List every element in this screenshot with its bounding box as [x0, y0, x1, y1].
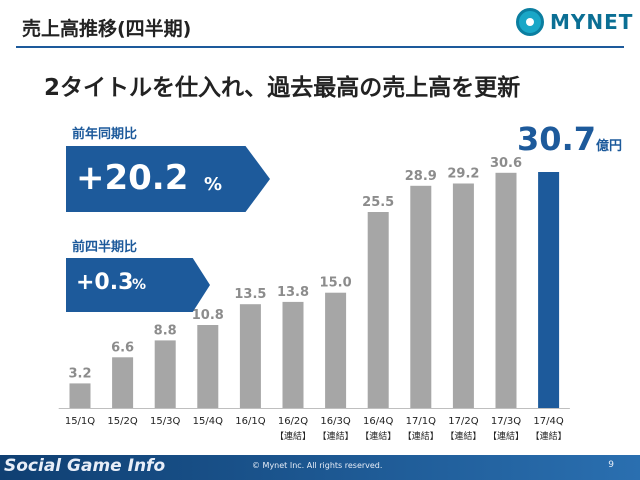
- yoy-unit: %: [204, 174, 223, 195]
- data-label-15/4Q: 10.8: [192, 308, 224, 323]
- data-label-16/2Q: 13.8: [277, 285, 309, 300]
- bar-16/3Q: [325, 292, 347, 408]
- page-number: 9: [608, 460, 614, 470]
- data-label-16/3Q: 15.0: [320, 276, 352, 291]
- footer: Social Game Info © Mynet Inc. All rights…: [0, 455, 640, 480]
- data-label-17/1Q: 28.9: [405, 169, 437, 184]
- qoq-arrow-box: +0.3 %: [66, 258, 210, 312]
- x-tick-label-16/4Q: 16/4Q: [363, 416, 393, 427]
- x-tick-label-15/4Q: 15/4Q: [193, 416, 223, 427]
- bar-15/2Q: [112, 357, 134, 408]
- x-tick-label-15/2Q: 15/2Q: [107, 416, 137, 427]
- x-tick-label-16/2Q: 16/2Q: [278, 416, 308, 427]
- x-tick-label-17/2Q: 17/2Q: [448, 416, 478, 427]
- x-tick-label-15/3Q: 15/3Q: [150, 416, 180, 427]
- data-label-17/3Q: 30.6: [490, 156, 522, 171]
- bar-17/3Q: [495, 172, 517, 408]
- bar-15/3Q: [154, 340, 176, 409]
- header: 売上高推移(四半期) MYNET: [0, 0, 640, 52]
- yoy-arrow-box: +20.2 %: [66, 146, 270, 212]
- x-tick-note-17/1Q: 【連結】: [403, 430, 439, 442]
- bar-16/1Q: [239, 304, 261, 408]
- x-tick-label-17/1Q: 17/1Q: [406, 416, 436, 427]
- latest-value: 30.7: [517, 120, 596, 158]
- bar-15/4Q: [197, 325, 219, 408]
- bar-15/1Q: [69, 383, 91, 408]
- qoq-unit: %: [132, 277, 147, 293]
- data-label-16/1Q: 13.5: [234, 287, 266, 302]
- data-label-17/2Q: 29.2: [447, 167, 479, 182]
- latest-value-callout: 30.7億円: [517, 120, 622, 158]
- logo-text: MYNET: [550, 10, 634, 34]
- x-tick-note-17/3Q: 【連結】: [488, 430, 524, 442]
- bar-17/1Q: [410, 185, 432, 408]
- x-tick-label-16/3Q: 16/3Q: [320, 416, 350, 427]
- copyright: © Mynet Inc. All rights reserved.: [252, 461, 383, 470]
- x-tick-note-16/2Q: 【連結】: [275, 430, 311, 442]
- x-tick-label-17/4Q: 17/4Q: [533, 416, 563, 427]
- header-divider: [16, 46, 624, 48]
- yoy-label: 前年同期比: [72, 127, 138, 142]
- mynet-logo: MYNET: [516, 8, 632, 38]
- slide-subtitle: 2タイトルを仕入れ、過去最高の売上高を更新: [44, 75, 521, 101]
- data-label-15/1Q: 3.2: [68, 366, 91, 381]
- data-label-15/3Q: 8.8: [154, 323, 177, 338]
- x-tick-note-16/3Q: 【連結】: [318, 430, 354, 442]
- x-tick-note-17/4Q: 【連結】: [531, 430, 567, 442]
- watermark: Social Game Info: [4, 456, 166, 476]
- x-tick-note-17/2Q: 【連結】: [445, 430, 481, 442]
- x-tick-label-15/1Q: 15/1Q: [65, 416, 95, 427]
- bar-17/2Q: [452, 183, 474, 408]
- mynet-logo-icon: [516, 8, 544, 36]
- bar-16/2Q: [282, 301, 304, 408]
- x-tick-note-16/4Q: 【連結】: [360, 430, 396, 442]
- yoy-value: +20.2: [76, 158, 189, 198]
- data-label-16/4Q: 25.5: [362, 195, 394, 210]
- qoq-value: +0.3: [76, 270, 134, 295]
- latest-value-unit: 億円: [595, 139, 622, 154]
- x-tick-label-17/3Q: 17/3Q: [491, 416, 521, 427]
- bar-17/4Q: [538, 172, 560, 408]
- data-label-15/2Q: 6.6: [111, 340, 134, 355]
- page-title: 売上高推移(四半期): [22, 18, 192, 40]
- x-tick-label-16/1Q: 16/1Q: [235, 416, 265, 427]
- bar-16/4Q: [367, 212, 389, 408]
- qoq-label: 前四半期比: [72, 240, 138, 255]
